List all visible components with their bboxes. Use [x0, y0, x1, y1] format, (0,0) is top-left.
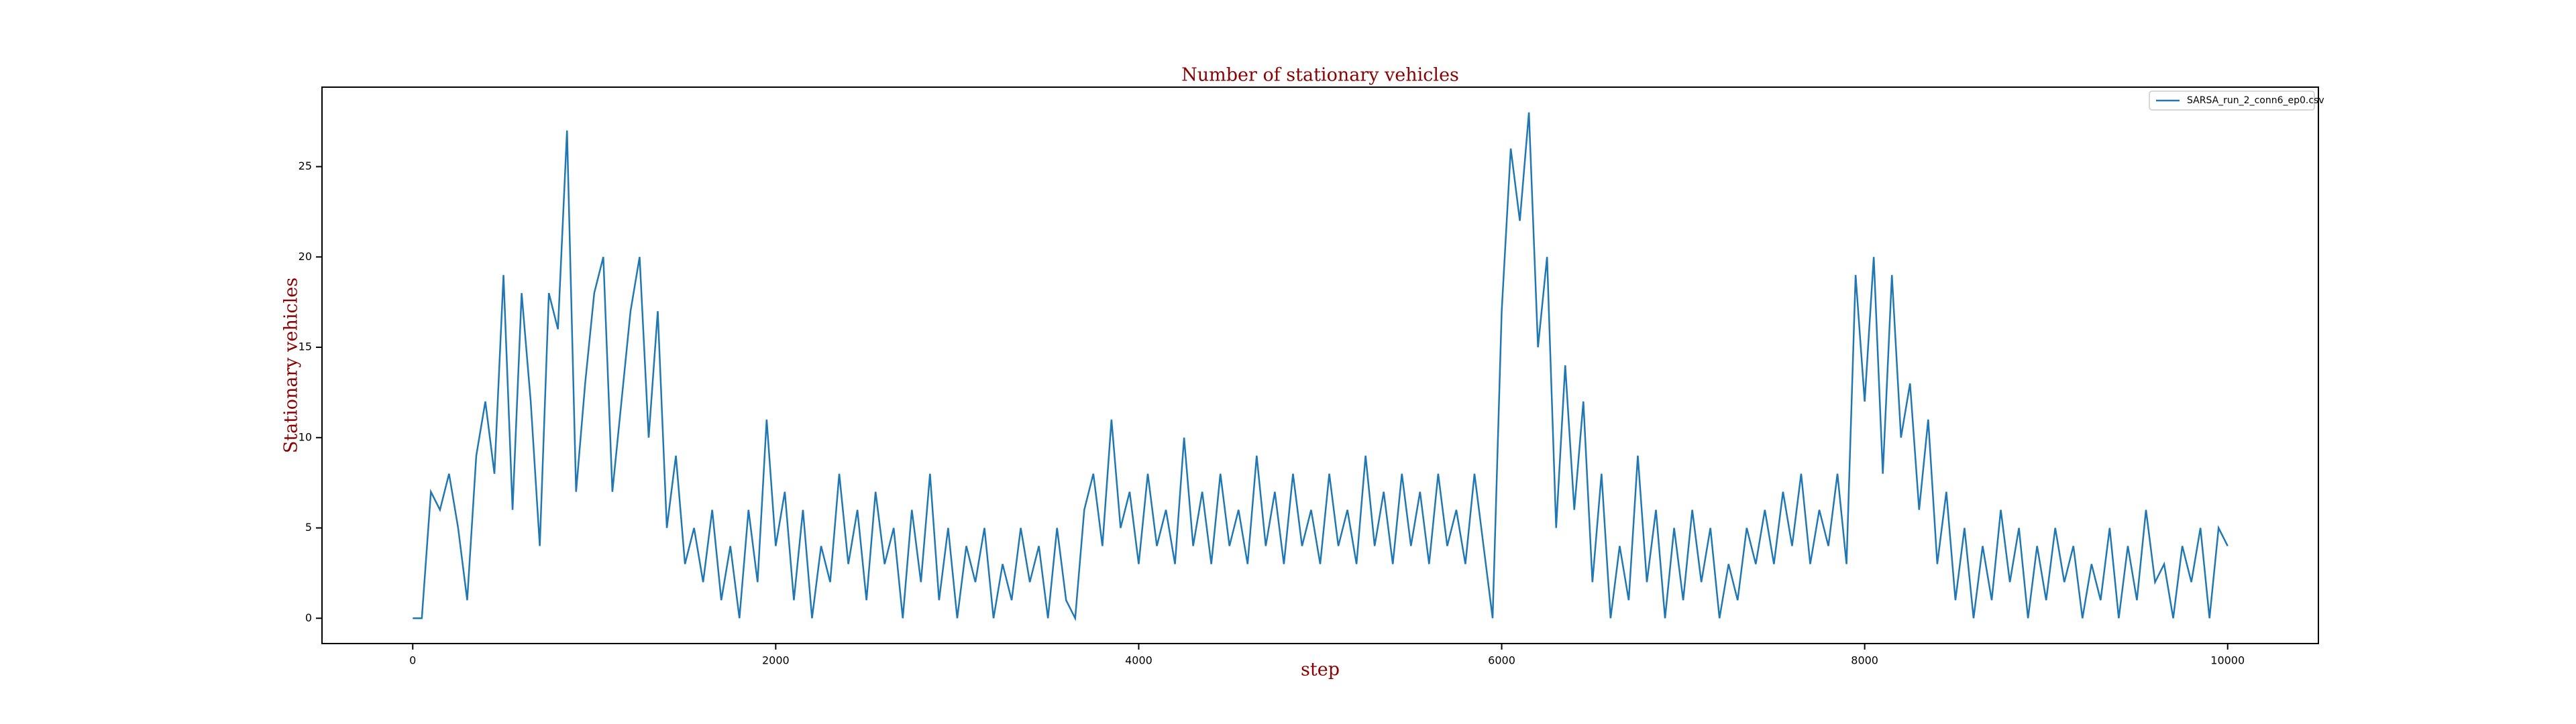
y-tick-label: 20: [299, 250, 312, 263]
x-tick-label: 4000: [1125, 654, 1152, 667]
x-tick-label: 6000: [1488, 654, 1515, 667]
y-tick-label: 25: [299, 160, 312, 172]
x-tick-label: 0: [409, 654, 416, 667]
plot-frame: [321, 86, 2319, 644]
y-axis-label: Stationary vehicles: [281, 278, 302, 453]
x-axis-label: step: [1301, 660, 1340, 680]
y-tick-label: 15: [299, 341, 312, 353]
data-line: [413, 112, 2229, 621]
y-tick-label: 5: [305, 521, 312, 534]
legend-box: [2149, 90, 2315, 111]
legend-label: SARSA_run_2_conn6_ep0.csv: [2187, 95, 2324, 106]
x-tick-label: 8000: [1851, 654, 1878, 667]
chart-title: Number of stationary vehicles: [1181, 65, 1459, 86]
x-tick-label: 2000: [762, 654, 790, 667]
y-tick-label: 0: [305, 611, 312, 624]
x-tick-label: 10000: [2210, 654, 2245, 667]
y-tick-label: 10: [299, 430, 312, 443]
